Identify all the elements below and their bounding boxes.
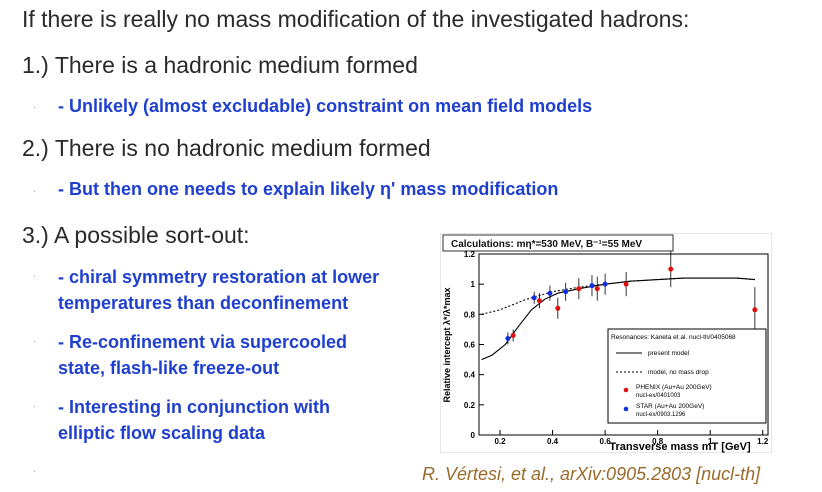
legend-entry-phenix-ref: nucl-ex/0401003: [636, 393, 681, 399]
x-tick-label: 0.8: [652, 437, 664, 446]
legend-phenix-marker: [623, 387, 629, 393]
phenix-point: [668, 266, 674, 272]
chart-title-box: [442, 234, 674, 252]
data-points: [505, 250, 758, 345]
bullet-elliptic-line1: - Interesting in conjunction with: [58, 397, 330, 417]
x-axis-label: Transverse mass mT [GeV]: [609, 441, 751, 453]
intercept-chart: Calculations: mη*=530 MeV, B⁻¹=55 MeV 0 0…: [440, 233, 772, 453]
y-tick-label: 0.4: [464, 371, 476, 380]
star-point: [531, 295, 537, 301]
slide-heading: If there is really no mass modification …: [22, 6, 690, 32]
x-axis: 0.2 0.4 0.6 0.8 1 1.2: [494, 430, 769, 446]
x-tick-label: 0.6: [600, 437, 612, 446]
phenix-point: [536, 298, 542, 304]
legend-title: Resonances: Kaneta et al. nucl-th/040506…: [611, 334, 736, 341]
legend-entry-star-ref: nucl-ex/0903.1296: [636, 412, 686, 418]
x-tick-label: 1: [708, 437, 713, 446]
star-point: [589, 283, 595, 289]
bullet-marker: ·: [33, 102, 37, 113]
legend: Resonances: Kaneta et al. nucl-th/040506…: [607, 328, 767, 424]
phenix-point: [623, 281, 629, 287]
y-tick-label: 1: [471, 280, 476, 289]
phenix-point: [576, 286, 582, 292]
legend-entry-phenix: PHENIX (Au+Au 200GeV): [636, 384, 712, 391]
bullet-marker: ·: [33, 186, 37, 197]
x-tick-label: 1.2: [757, 437, 769, 446]
star-point: [547, 290, 553, 296]
y-tick-label: 1.2: [464, 250, 476, 259]
legend-box: [607, 328, 767, 424]
phenix-point: [594, 286, 600, 292]
bullet-chiral-line2: temperatures than deconfinement: [58, 293, 349, 313]
bullet-eta-prime: - But then one needs to explain likely η…: [58, 179, 559, 199]
bullet-reconfinement-line1: - Re-confinement via supercooled: [58, 332, 348, 352]
star-point: [602, 281, 608, 287]
phenix-point: [555, 305, 561, 311]
legend-star-marker: [623, 406, 629, 412]
legend-entry-no-mass-drop: model, no mass drop: [648, 369, 709, 376]
bullet-marker: ·: [33, 466, 37, 477]
x-tick-label: 0.2: [494, 437, 506, 446]
bullet-marker: ·: [33, 271, 37, 282]
point-2: 2.) There is no hadronic medium formed: [22, 135, 431, 161]
star-point: [505, 335, 511, 341]
point-3: 3.) A possible sort-out:: [22, 222, 250, 248]
legend-entry-star: STAR (Au+Au 200GeV): [636, 403, 704, 410]
point-1: 1.) There is a hadronic medium formed: [22, 52, 418, 78]
y-tick-label: 0.6: [464, 341, 476, 350]
y-axis-label: Relative intercept λ*/λ*max: [442, 287, 452, 402]
chart-title: Calculations: mη*=530 MeV, B⁻¹=55 MeV: [451, 239, 642, 250]
phenix-point: [510, 332, 516, 338]
legend-entry-present-model: present model: [648, 350, 690, 357]
bullet-mean-field: - Unlikely (almost excludable) constrain…: [58, 96, 593, 116]
phenix-point: [752, 307, 758, 313]
y-tick-label: 0.2: [464, 401, 476, 410]
citation: R. Vértesi, et al., arXiv:0905.2803 [nuc…: [422, 464, 761, 484]
bullet-elliptic-line2: elliptic flow scaling data: [58, 423, 266, 443]
bullet-marker: ·: [33, 336, 37, 347]
y-tick-label: 0: [471, 431, 476, 440]
star-point: [563, 289, 569, 295]
no-mass-drop-curve: [481, 277, 755, 315]
x-tick-label: 0.4: [547, 437, 559, 446]
y-tick-label: 0.8: [464, 310, 476, 319]
bullet-reconfinement-line2: state, flash-like freeze-out: [58, 358, 280, 378]
bullet-chiral-line1: - chiral symmetry restoration at lower: [58, 267, 380, 287]
bullet-marker: ·: [33, 401, 37, 412]
